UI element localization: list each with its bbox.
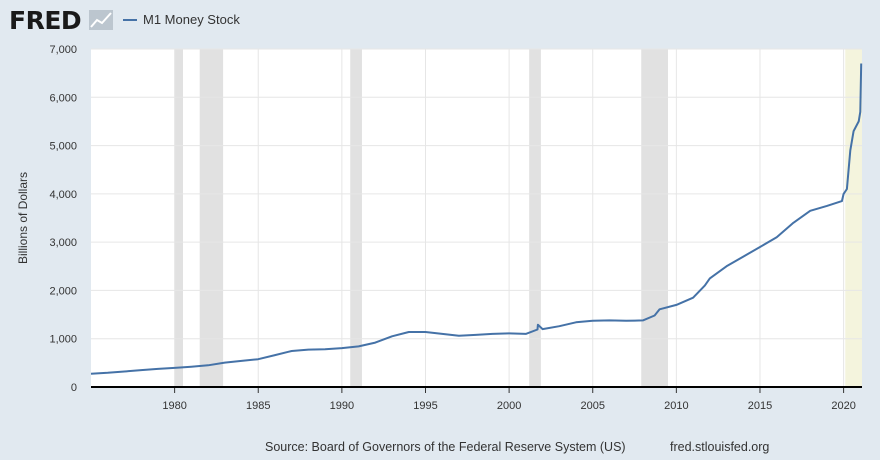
- recession-band: [199, 49, 224, 387]
- y-tick-label: 5,000: [49, 141, 77, 153]
- y-tick-label: 1,000: [49, 334, 77, 346]
- x-tick-label: 1985: [246, 400, 270, 412]
- site-link[interactable]: fred.stlouisfed.org: [670, 440, 770, 454]
- y-axis-label: Billions of Dollars: [16, 172, 30, 264]
- y-axis-ticks: 0 1,000 2,000 3,000 4,000 5,000 6,000 7,000: [49, 44, 77, 394]
- y-tick-label: 0: [71, 382, 77, 394]
- y-tick-label: 6,000: [49, 92, 77, 104]
- x-tick-label: 2005: [580, 400, 604, 412]
- x-tick-label: 1995: [413, 400, 437, 412]
- x-tick-label: 1980: [162, 400, 186, 412]
- x-tick-label: 2010: [664, 400, 688, 412]
- graph-icon: [89, 10, 113, 30]
- chart-header: FRED M1 Money Stock: [0, 0, 880, 40]
- recession-bands: [174, 49, 862, 387]
- series-line-m1-money-stock[interactable]: [90, 63, 863, 375]
- x-tick-label: 1990: [330, 400, 354, 412]
- fred-logo[interactable]: FRED: [9, 6, 82, 35]
- source-text: Source: Board of Governors of the Federa…: [265, 440, 626, 454]
- legend-label: M1 Money Stock: [143, 12, 240, 27]
- gridlines: [91, 48, 862, 387]
- y-tick-label: 7,000: [49, 44, 77, 56]
- chart-legend[interactable]: M1 Money Stock: [123, 12, 240, 27]
- y-tick-label: 4,000: [49, 189, 77, 201]
- recession-band: [350, 49, 362, 387]
- x-tick-label: 2000: [497, 400, 521, 412]
- recession-band: [529, 49, 541, 387]
- x-tick-label: 2015: [748, 400, 772, 412]
- line-chart[interactable]: 0 1,000 2,000 3,000 4,000 5,000 6,000 7,000 198…: [0, 0, 880, 440]
- x-tick-label: 2020: [831, 400, 855, 412]
- y-tick-label: 3,000: [49, 237, 77, 249]
- x-axis-ticks: 1980 1985 1990 1995 2000 2005 2010 2015 2020: [162, 387, 856, 412]
- legend-swatch: [123, 18, 137, 21]
- recession-band: [174, 49, 183, 387]
- recession-band: [641, 49, 668, 387]
- y-tick-label: 2,000: [49, 285, 77, 297]
- recession-band: [845, 49, 862, 387]
